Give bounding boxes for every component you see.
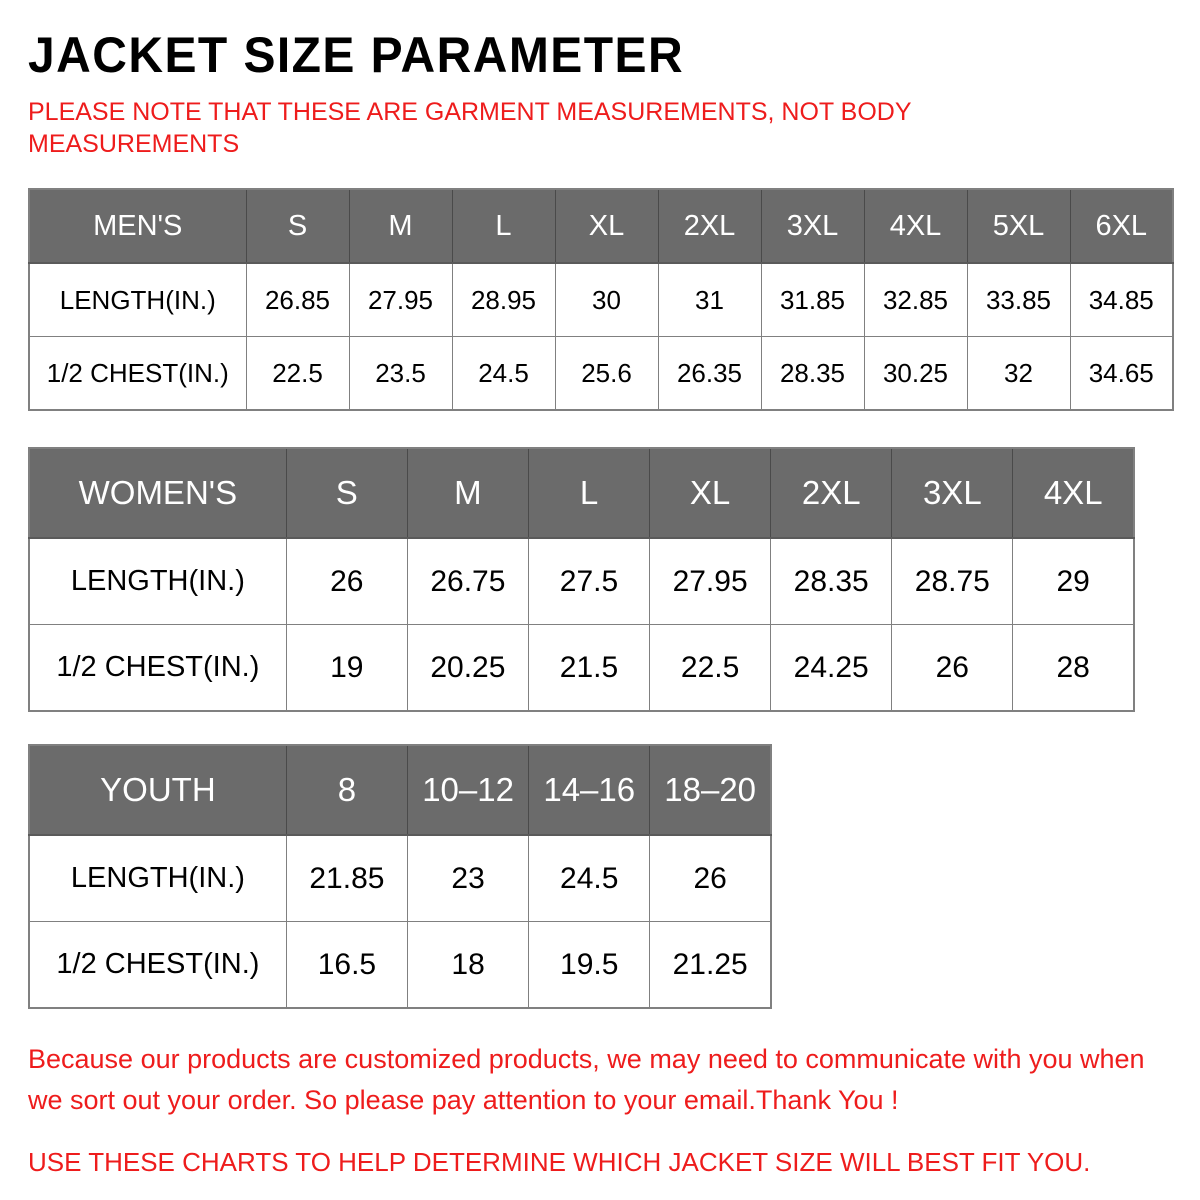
womens-col-4xl: 4XL [1012,447,1135,539]
womens-table-head: WOMEN'S S M L XL 2XL 3XL 4XL [28,447,1135,539]
womens-col-s: S [285,447,408,539]
mens-col-4xl: 4XL [863,188,968,264]
cell: 33.85 [966,262,1071,337]
cell: 24.25 [770,624,893,712]
row-label-length: LENGTH(IN.) [28,834,287,922]
cell: 26.75 [406,537,529,625]
cell: 22.5 [245,336,350,411]
cell: 28.35 [770,537,893,625]
mens-size-table: MEN'S S M L XL 2XL 3XL 4XL 5XL 6XL LENGT… [28,188,1174,411]
womens-table-body: LENGTH(IN.) 26 26.75 27.5 27.95 28.35 28… [28,537,1135,712]
cell: 27.5 [527,537,651,625]
cell: 21.5 [527,624,651,712]
cell: 19.5 [528,921,651,1009]
table-row: 1/2 CHEST(IN.) 19 20.25 21.5 22.5 24.25 … [28,624,1135,712]
mens-table-head: MEN'S S M L XL 2XL 3XL 4XL 5XL 6XL [28,188,1174,264]
table-row: LENGTH(IN.) 21.85 23 24.5 26 [28,834,772,922]
mens-table-label: MEN'S [28,188,247,264]
cell: 26 [285,537,408,625]
cell: 30.25 [863,336,968,411]
cell: 24.5 [451,336,556,411]
mens-col-6xl: 6XL [1069,188,1174,264]
youth-col-18-20: 18–20 [649,744,772,836]
youth-table-body: LENGTH(IN.) 21.85 23 24.5 26 1/2 CHEST(I… [28,834,772,1009]
table-header-row: MEN'S S M L XL 2XL 3XL 4XL 5XL 6XL [28,188,1174,264]
cell: 26.35 [657,336,762,411]
womens-col-xl: XL [649,447,772,539]
mens-col-2xl: 2XL [657,188,762,264]
cell: 19 [285,624,408,712]
cell: 29 [1012,537,1135,625]
cell: 24.5 [528,834,651,922]
mens-table-body: LENGTH(IN.) 26.85 27.95 28.95 30 31 31.8… [28,262,1174,411]
table-row: 1/2 CHEST(IN.) 22.5 23.5 24.5 25.6 26.35… [28,336,1174,411]
customization-note: Because our products are customized prod… [28,1044,1145,1115]
youth-table-label: YOUTH [28,744,287,836]
womens-col-l: L [527,447,651,539]
cell: 28 [1012,624,1135,712]
cell: 28.35 [760,336,865,411]
mens-col-m: M [348,188,453,264]
table-row: 1/2 CHEST(IN.) 16.5 18 19.5 21.25 [28,921,772,1009]
cell: 32 [966,336,1071,411]
cell: 23.5 [348,336,453,411]
youth-col-8: 8 [285,744,409,836]
mens-col-3xl: 3XL [760,188,865,264]
row-label-half-chest: 1/2 CHEST(IN.) [28,336,247,411]
cell: 23 [406,834,530,922]
womens-col-3xl: 3XL [891,447,1014,539]
mens-col-5xl: 5XL [966,188,1071,264]
garment-measurement-note: PLEASE NOTE THAT THESE ARE GARMENT MEASU… [28,98,912,158]
table-row: LENGTH(IN.) 26.85 27.95 28.95 30 31 31.8… [28,262,1174,337]
youth-col-14-16: 14–16 [528,744,651,836]
youth-col-10-12: 10–12 [406,744,530,836]
cell: 18 [406,921,530,1009]
mens-col-xl: XL [554,188,659,264]
cell: 26 [891,624,1014,712]
cell: 21.25 [649,921,772,1009]
cell: 25.6 [554,336,659,411]
table-header-row: YOUTH 8 10–12 14–16 18–20 [28,744,772,836]
womens-col-m: M [406,447,529,539]
cell: 26 [649,834,772,922]
row-label-half-chest: 1/2 CHEST(IN.) [28,624,287,712]
cell: 22.5 [649,624,772,712]
cell: 31.85 [760,262,865,337]
table-row: LENGTH(IN.) 26 26.75 27.5 27.95 28.35 28… [28,537,1135,625]
row-label-length: LENGTH(IN.) [28,262,247,337]
womens-size-table: WOMEN'S S M L XL 2XL 3XL 4XL LENGTH(IN.)… [28,447,1135,712]
cell: 27.95 [348,262,453,337]
page-title: JACKET SIZE PARAMETER [28,27,685,83]
youth-table-head: YOUTH 8 10–12 14–16 18–20 [28,744,772,836]
cell: 16.5 [285,921,409,1009]
cell: 28.95 [451,262,556,337]
cell: 20.25 [406,624,529,712]
chart-usage-note: USE THESE CHARTS TO HELP DETERMINE WHICH… [28,1147,1091,1177]
cell: 34.65 [1069,336,1174,411]
cell: 28.75 [891,537,1014,625]
row-label-length: LENGTH(IN.) [28,537,287,625]
cell: 21.85 [285,834,409,922]
cell: 27.95 [649,537,772,625]
row-label-half-chest: 1/2 CHEST(IN.) [28,921,287,1009]
womens-col-2xl: 2XL [770,447,893,539]
cell: 31 [657,262,762,337]
mens-col-s: S [245,188,350,264]
cell: 26.85 [245,262,350,337]
womens-table-label: WOMEN'S [28,447,287,539]
table-header-row: WOMEN'S S M L XL 2XL 3XL 4XL [28,447,1135,539]
youth-size-table: YOUTH 8 10–12 14–16 18–20 LENGTH(IN.) 21… [28,744,772,1009]
cell: 34.85 [1069,262,1174,337]
cell: 30 [554,262,659,337]
mens-col-l: L [451,188,556,264]
cell: 32.85 [863,262,968,337]
